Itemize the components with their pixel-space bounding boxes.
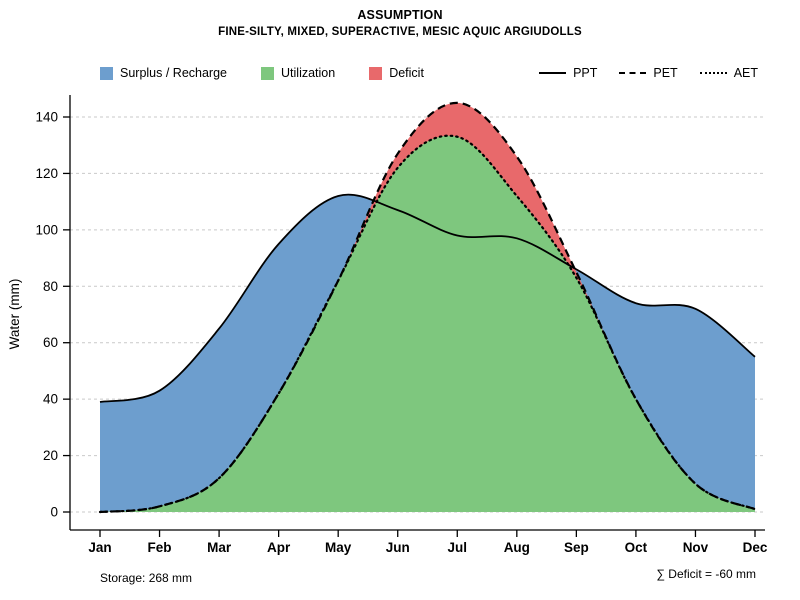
legend-line-group: PPT PET AET: [539, 66, 758, 80]
month-label-Jul: Jul: [448, 540, 468, 555]
month-label-Dec: Dec: [743, 540, 768, 555]
chart-title: ASSUMPTION: [357, 8, 443, 22]
ppt-line-icon: [539, 72, 567, 74]
y-tick-label-60: 60: [43, 335, 58, 350]
legend-item-utilization: Utilization: [261, 66, 335, 80]
month-label-Feb: Feb: [148, 540, 172, 555]
legend: Surplus / Recharge Utilization Deficit P…: [100, 66, 758, 80]
y-tick-label-0: 0: [50, 505, 58, 520]
y-tick-label-80: 80: [43, 279, 58, 294]
legend-label-utilization: Utilization: [281, 66, 336, 80]
ppt-curve: [99, 193, 756, 403]
surplus-swatch-icon: [100, 66, 113, 80]
y-tick-label-20: 20: [43, 448, 58, 463]
legend-item-surplus: Surplus / Recharge: [100, 66, 227, 80]
y-tick-label-120: 120: [35, 166, 58, 181]
month-label-Oct: Oct: [625, 540, 648, 555]
deficit-sum-note: ∑ Deficit = -60 mm: [656, 567, 756, 581]
utilization-swatch-icon: [261, 66, 275, 80]
y-tick-label-140: 140: [35, 110, 58, 125]
pet-line-icon: [619, 72, 647, 74]
legend-label-deficit: Deficit: [389, 66, 424, 80]
month-label-Aug: Aug: [504, 540, 530, 555]
month-label-Mar: Mar: [207, 540, 232, 555]
month-label-Jun: Jun: [386, 540, 410, 555]
y-axis-title: Water (mm): [7, 279, 22, 350]
deficit-swatch-icon: [369, 66, 383, 80]
legend-label-surplus: Surplus / Recharge: [120, 66, 228, 80]
legend-label-pet: PET: [653, 66, 678, 80]
month-label-Apr: Apr: [267, 540, 291, 555]
storage-note: Storage: 268 mm: [100, 571, 193, 585]
month-label-May: May: [325, 540, 352, 555]
aet-line-icon: [699, 72, 727, 74]
legend-item-aet: AET: [699, 66, 758, 80]
month-label-Jan: Jan: [88, 540, 111, 555]
legend-label-ppt: PPT: [573, 66, 598, 80]
legend-item-ppt: PPT: [539, 66, 597, 80]
legend-fill-group: Surplus / Recharge Utilization Deficit: [100, 66, 424, 80]
y-tick-label-100: 100: [35, 222, 58, 237]
utilization-area: [100, 135, 755, 512]
legend-item-pet: PET: [619, 66, 678, 80]
legend-label-aet: AET: [733, 66, 758, 80]
month-label-Nov: Nov: [683, 540, 709, 555]
legend-item-deficit: Deficit: [369, 66, 424, 80]
chart-header: ASSUMPTION FINE-SILTY, MIXED, SUPERACTIV…: [0, 8, 800, 38]
chart-subtitle: FINE-SILTY, MIXED, SUPERACTIVE, MESIC AQ…: [218, 26, 582, 38]
y-tick-label-40: 40: [43, 392, 58, 407]
aet-curve: [98, 134, 757, 514]
month-label-Sep: Sep: [564, 540, 589, 555]
